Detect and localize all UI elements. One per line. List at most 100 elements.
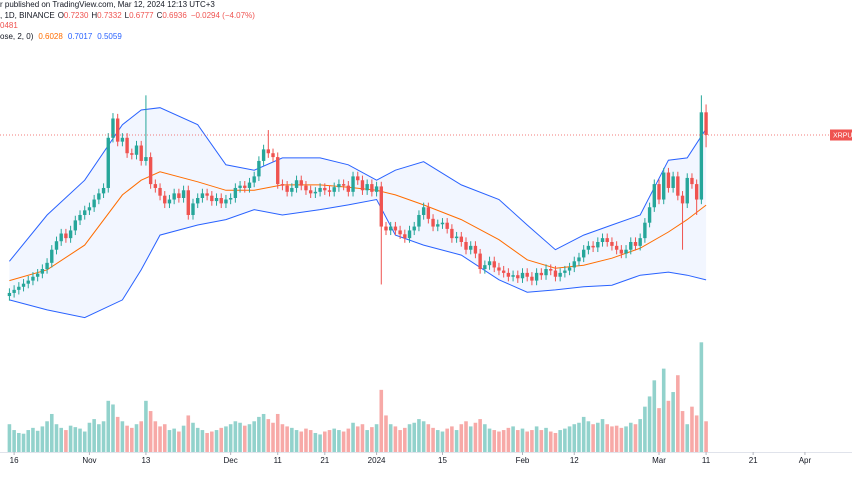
published-line: r published on TradingView.com, Mar 12, … — [0, 0, 215, 9]
volume-bar — [82, 431, 87, 452]
volume-bar — [224, 426, 228, 452]
volume-bar — [694, 415, 699, 452]
volume-bar — [374, 424, 379, 452]
volume-bar — [40, 426, 45, 452]
volume-bar — [64, 430, 68, 452]
candle-body — [539, 272, 544, 276]
candle-body — [308, 190, 313, 194]
candle-body — [196, 198, 200, 204]
candle-body — [40, 269, 45, 274]
candle-body — [87, 207, 92, 211]
candle-body — [398, 230, 402, 235]
candle-body — [130, 153, 134, 155]
candle-body — [666, 172, 671, 188]
candle-body — [83, 210, 87, 215]
candle-body — [101, 187, 106, 194]
ohlc-label: O — [57, 10, 64, 20]
volume-bar — [158, 426, 162, 452]
candle-body — [158, 187, 162, 196]
volume-bar — [144, 400, 148, 452]
ohlc-value: 0.6777 — [129, 10, 154, 20]
volume-bar — [553, 432, 558, 452]
candle-body — [68, 230, 73, 239]
x-tick-label: 12 — [570, 456, 579, 465]
volume-bar — [506, 427, 511, 452]
volume-bar — [407, 424, 412, 452]
candle-body — [572, 261, 576, 268]
change-value: −0.0294 (−4.07%) — [190, 10, 255, 20]
candle-body — [177, 193, 181, 198]
candle-body — [125, 137, 129, 154]
candle-body — [219, 198, 223, 204]
volume-bar — [54, 424, 59, 452]
volume-bar — [379, 389, 384, 452]
x-tick-label: Apr — [799, 456, 812, 465]
candle-body — [115, 118, 120, 142]
volume-bar — [280, 424, 285, 452]
volume-bar — [285, 426, 289, 452]
x-tick-label: 21 — [320, 456, 329, 465]
volume-bar — [181, 425, 186, 452]
candle-body — [120, 137, 125, 142]
candle-body — [200, 193, 205, 198]
volume-bar — [68, 425, 73, 452]
volume-bar — [210, 431, 214, 452]
volume-bar — [341, 431, 346, 452]
candle-body — [662, 172, 666, 200]
volume-bar — [388, 424, 393, 452]
candle-body — [205, 193, 209, 196]
candle-body — [676, 176, 680, 196]
volume-bar — [318, 434, 322, 452]
candle-body — [144, 157, 148, 161]
volume-bar — [242, 425, 247, 452]
candle-body — [436, 224, 440, 227]
volume-bar — [12, 430, 16, 452]
candle-body — [186, 190, 190, 215]
candle-body — [440, 222, 445, 225]
volume-bar — [468, 426, 473, 452]
candle-body — [379, 186, 383, 227]
volume-bar — [78, 428, 82, 452]
candle-body — [591, 245, 595, 248]
candle-body — [31, 276, 35, 281]
volume-bar — [73, 427, 78, 452]
volume-bar — [459, 424, 464, 452]
candle-body — [285, 185, 289, 192]
volume-bar — [610, 426, 614, 452]
volume-bar — [87, 422, 92, 452]
volume-bar — [633, 424, 638, 452]
candle-body — [172, 193, 176, 200]
ohlc-value: 0.6936 — [162, 10, 187, 20]
x-tick-label: Nov — [82, 456, 96, 465]
candle-body — [191, 203, 195, 215]
volume-bar — [308, 430, 313, 452]
candle-body — [261, 149, 266, 161]
volume-bar — [473, 422, 478, 452]
candle-body — [421, 207, 426, 215]
candle-body — [619, 249, 624, 254]
volume-bar — [478, 419, 482, 452]
candle-body — [647, 207, 652, 223]
volume-bar — [685, 424, 690, 452]
volume-bar — [572, 424, 577, 452]
volume-bar — [435, 430, 440, 452]
bb-lower — [9, 198, 707, 319]
volume-bar — [511, 426, 515, 452]
volume-bar — [412, 422, 417, 452]
candle-body — [412, 226, 416, 231]
volume-bar — [680, 411, 685, 452]
volume-bar — [558, 430, 562, 452]
volume-bar — [440, 431, 445, 452]
volume-bar — [111, 404, 115, 452]
volume-bar — [59, 427, 63, 452]
candle-body — [605, 238, 609, 242]
volume-bar — [49, 413, 54, 452]
volume-bar — [252, 421, 256, 452]
candle-body — [652, 184, 656, 208]
volume-bar — [7, 424, 12, 452]
candle-body — [73, 220, 78, 231]
candle-body — [520, 272, 525, 279]
volume-bar — [638, 419, 642, 452]
candle-body — [501, 270, 506, 273]
